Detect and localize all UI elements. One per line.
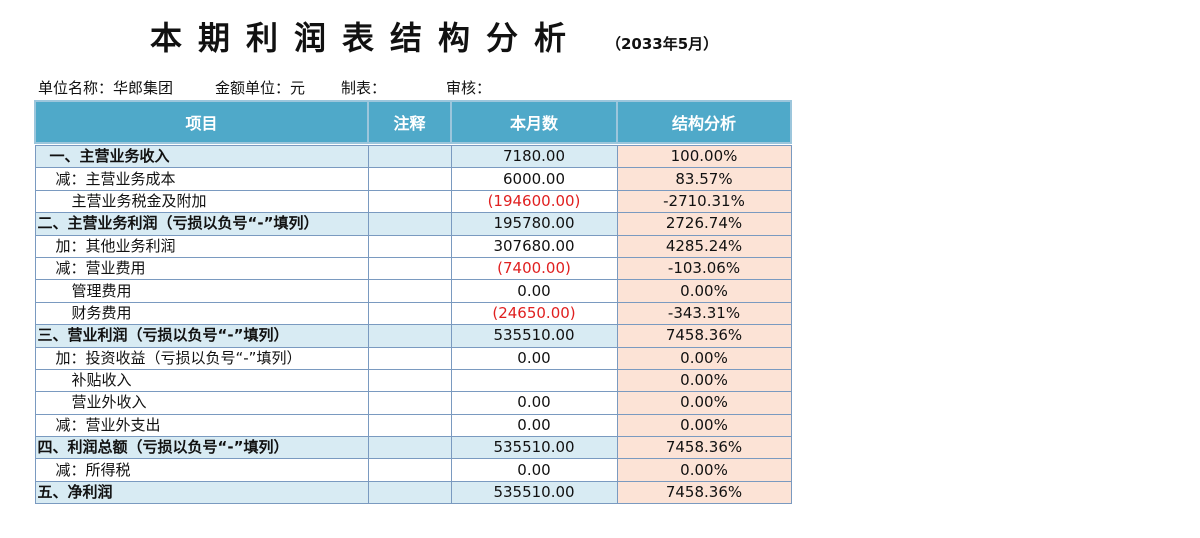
row-amount: 6000.00 [450, 167, 618, 191]
row-ratio: 83.57% [616, 167, 792, 191]
row-item-label: 二、主营业务利润（亏损以负号“-”填列） [34, 212, 369, 236]
column-header-amount: 本月数 [450, 100, 618, 144]
row-item-label: 三、营业利润（亏损以负号“-”填列） [34, 324, 369, 348]
row-amount: 0.00 [450, 413, 618, 438]
row-item-label: 减：主营业务成本 [34, 167, 369, 191]
row-item-label: 财务费用 [34, 301, 369, 326]
table-row: 三、营业利润（亏损以负号“-”填列） 535510.00 7458.36% [34, 324, 792, 348]
row-amount: 0.00 [450, 391, 618, 415]
currency-unit-label: 金额单位：元 [215, 79, 306, 97]
row-ratio: 0.00% [616, 413, 792, 438]
row-amount: 195780.00 [450, 212, 618, 236]
row-amount: 7180.00 [450, 144, 618, 169]
row-note [367, 368, 452, 393]
unit-name-label: 单位名称：华郎集团 [38, 79, 174, 97]
row-note [367, 279, 452, 303]
reviewed-by-label: 审核： [446, 79, 492, 97]
table-row: 加：其他业务利润 307680.00 4285.24% [34, 234, 792, 258]
row-ratio: 0.00% [616, 458, 792, 482]
table-row: 五、净利润 535510.00 7458.36% [34, 480, 792, 505]
column-header-ratio: 结构分析 [616, 100, 792, 144]
row-item-label: 营业外收入 [34, 391, 369, 415]
table-row: 减：所得税 0.00 0.00% [34, 458, 792, 482]
row-ratio: 7458.36% [616, 480, 792, 505]
row-item-label: 管理费用 [34, 279, 369, 303]
row-amount: (194600.00) [450, 189, 618, 214]
row-item-label: 一、主营业务收入 [34, 144, 369, 169]
row-ratio: -343.31% [616, 301, 792, 326]
row-item-label: 四、利润总额（亏损以负号“-”填列） [34, 436, 369, 460]
column-header-item: 项目 [34, 100, 369, 144]
row-note [367, 324, 452, 348]
row-note [367, 256, 452, 281]
table-row: 管理费用 0.00 0.00% [34, 279, 792, 303]
table-header-row: 项目 注释 本月数 结构分析 [34, 100, 792, 144]
row-item-label: 主营业务税金及附加 [34, 189, 369, 214]
row-note [367, 144, 452, 169]
row-item-label: 五、净利润 [34, 480, 369, 505]
row-ratio: 0.00% [616, 346, 792, 370]
row-note [367, 167, 452, 191]
row-ratio: 2726.74% [616, 212, 792, 236]
report-period: （2033年5月） [606, 35, 719, 53]
row-item-label: 加：投资收益（亏损以负号“-”填列） [34, 346, 369, 370]
row-ratio: -2710.31% [616, 189, 792, 214]
income-statement-table: 项目 注释 本月数 结构分析 一、主营业务收入 7180.00 100.00% … [34, 100, 792, 505]
row-amount: 0.00 [450, 279, 618, 303]
row-amount: (7400.00) [450, 256, 618, 281]
row-item-label: 减：所得税 [34, 458, 369, 482]
row-item-label: 补贴收入 [34, 368, 369, 393]
row-note [367, 436, 452, 460]
table-row: 营业外收入 0.00 0.00% [34, 391, 792, 415]
row-note [367, 413, 452, 438]
row-item-label: 减：营业外支出 [34, 413, 369, 438]
row-amount: (24650.00) [450, 301, 618, 326]
row-note [367, 346, 452, 370]
row-ratio: 4285.24% [616, 234, 792, 258]
row-note [367, 458, 452, 482]
row-ratio: -103.06% [616, 256, 792, 281]
row-amount: 535510.00 [450, 436, 618, 460]
column-header-note: 注释 [367, 100, 452, 144]
row-amount [450, 368, 618, 393]
row-amount: 0.00 [450, 346, 618, 370]
table-row: 补贴收入 0.00% [34, 368, 792, 393]
page-title: 本期利润表结构分析 [150, 19, 583, 57]
row-ratio: 7458.36% [616, 436, 792, 460]
table-row: 主营业务税金及附加 (194600.00) -2710.31% [34, 189, 792, 214]
table-row: 减：营业外支出 0.00 0.00% [34, 413, 792, 438]
table-row: 财务费用 (24650.00) -343.31% [34, 301, 792, 326]
row-note [367, 391, 452, 415]
table-row: 减：主营业务成本 6000.00 83.57% [34, 167, 792, 191]
table-row: 二、主营业务利润（亏损以负号“-”填列） 195780.00 2726.74% [34, 212, 792, 236]
table-row: 一、主营业务收入 7180.00 100.00% [34, 144, 792, 169]
row-note [367, 212, 452, 236]
table-row: 加：投资收益（亏损以负号“-”填列） 0.00 0.00% [34, 346, 792, 370]
row-note [367, 480, 452, 505]
row-ratio: 0.00% [616, 368, 792, 393]
row-amount: 535510.00 [450, 324, 618, 348]
prepared-by-label: 制表： [341, 79, 387, 97]
row-ratio: 7458.36% [616, 324, 792, 348]
table-row: 四、利润总额（亏损以负号“-”填列） 535510.00 7458.36% [34, 436, 792, 460]
row-ratio: 0.00% [616, 391, 792, 415]
row-amount: 535510.00 [450, 480, 618, 505]
row-amount: 307680.00 [450, 234, 618, 258]
row-note [367, 189, 452, 214]
table-row: 减：营业费用 (7400.00) -103.06% [34, 256, 792, 281]
row-item-label: 加：其他业务利润 [34, 234, 369, 258]
row-item-label: 减：营业费用 [34, 256, 369, 281]
row-ratio: 0.00% [616, 279, 792, 303]
row-note [367, 301, 452, 326]
row-amount: 0.00 [450, 458, 618, 482]
row-ratio: 100.00% [616, 144, 792, 169]
row-note [367, 234, 452, 258]
